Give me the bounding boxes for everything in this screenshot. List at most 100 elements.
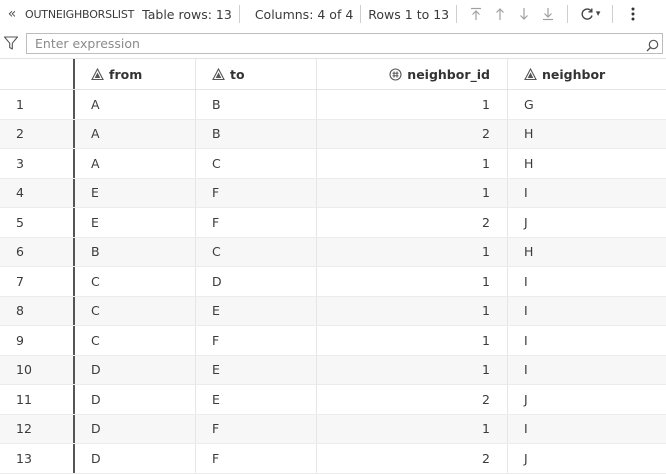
table-header: from to neighbor_id neighbor [0,59,666,90]
to-cell: F [196,444,317,473]
table-row[interactable]: 11 D E 2 J [0,385,666,415]
to-cell: C [196,237,317,266]
row-number-cell: 8 [0,296,75,325]
last-page-icon[interactable] [536,4,560,24]
column-header-to[interactable]: to [196,59,317,89]
from-cell: C [75,267,196,296]
neighbor-id-cell: 1 [317,355,508,384]
neighbor-cell: G [524,96,534,112]
rows-range: Rows 1 to 13 [368,6,450,22]
neighbor-id-cell: 1 [317,296,508,325]
neighbor-cell: I [524,362,528,378]
row-number-cell: 11 [0,385,75,414]
neighbor-cell: I [524,185,528,201]
next-page-icon[interactable] [512,4,536,24]
neighbor-id-cell: 1 [317,237,508,266]
from-cell: C [75,296,196,325]
to-cell: D [196,267,317,296]
column-header-neighbor-id[interactable]: neighbor_id [317,59,508,89]
to-cell: E [196,385,317,414]
toolbar-divider [567,5,569,23]
from-cell: D [75,444,196,473]
to-cell: B [196,119,317,148]
toolbar-divider [360,5,362,23]
row-number-cell: 2 [0,119,75,148]
first-page-icon[interactable] [464,4,488,24]
to-cell: F [196,414,317,443]
table-name: OUTNEIGHBORSLIST [25,7,135,21]
row-number-cell: 3 [0,149,75,178]
table-row[interactable]: 12 D F 1 I [0,414,666,444]
from-cell: D [75,355,196,384]
column-header-from[interactable]: from [75,59,196,89]
from-cell: A [75,149,196,178]
neighbor-id-cell: 1 [317,90,508,119]
neighbor-cell: H [524,126,534,142]
neighbor-id-cell: 1 [317,178,508,207]
neighbor-id-cell: 2 [317,444,508,473]
character-column-icon [524,67,537,80]
numeric-column-icon [389,67,402,81]
character-column-icon [91,67,104,80]
to-cell: B [196,90,317,119]
row-number-cell: 6 [0,237,75,266]
refresh-icon [581,8,593,20]
filter-bar [0,32,666,56]
toolbar-divider [238,5,240,23]
columns-button[interactable]: Columns: 4 of 4 [254,6,354,22]
neighbor-cell: J [524,391,528,407]
row-number-cell: 13 [0,444,75,473]
filter-icon[interactable] [3,35,19,51]
table-toolbar: « OUTNEIGHBORSLIST Table rows: 13 Column… [0,0,666,28]
neighbor-id-cell: 1 [317,414,508,443]
table-rows-count: Table rows: 13 [142,6,232,22]
neighbor-cell: J [524,214,528,230]
to-cell: F [196,208,317,237]
neighbor-cell: I [524,332,528,348]
neighbor-cell: I [524,303,528,319]
collapse-icon[interactable]: « [7,6,17,22]
table-row[interactable]: 10 D E 1 I [0,355,666,385]
column-label: neighbor [542,66,606,82]
toolbar-divider [612,5,614,23]
refresh-menu-button[interactable]: ▾ [575,4,605,24]
neighbor-id-cell: 1 [317,149,508,178]
column-label: from [109,66,143,82]
from-cell: B [75,237,196,266]
expression-input[interactable] [26,33,663,54]
neighbor-id-cell: 1 [317,326,508,355]
column-header-neighbor[interactable]: neighbor [508,59,666,89]
neighbor-cell: I [524,421,528,437]
from-cell: A [75,119,196,148]
search-icon[interactable] [646,37,659,52]
to-cell: F [196,326,317,355]
more-options-icon[interactable] [626,4,640,24]
neighbor-cell: I [524,273,528,289]
row-number-cell: 4 [0,178,75,207]
to-cell: E [196,355,317,384]
table-row[interactable]: 13 D F 2 J [0,444,666,474]
to-cell: E [196,296,317,325]
row-number-cell: 12 [0,414,75,443]
row-number-cell: 9 [0,326,75,355]
row-number-cell: 10 [0,355,75,384]
chevron-down-icon: ▾ [595,9,601,19]
previous-page-icon[interactable] [488,4,512,24]
neighbor-id-cell: 2 [317,119,508,148]
from-cell: D [75,414,196,443]
neighbor-cell: J [524,450,528,466]
from-cell: A [75,90,196,119]
neighbor-id-cell: 1 [317,267,508,296]
row-number-cell: 7 [0,267,75,296]
